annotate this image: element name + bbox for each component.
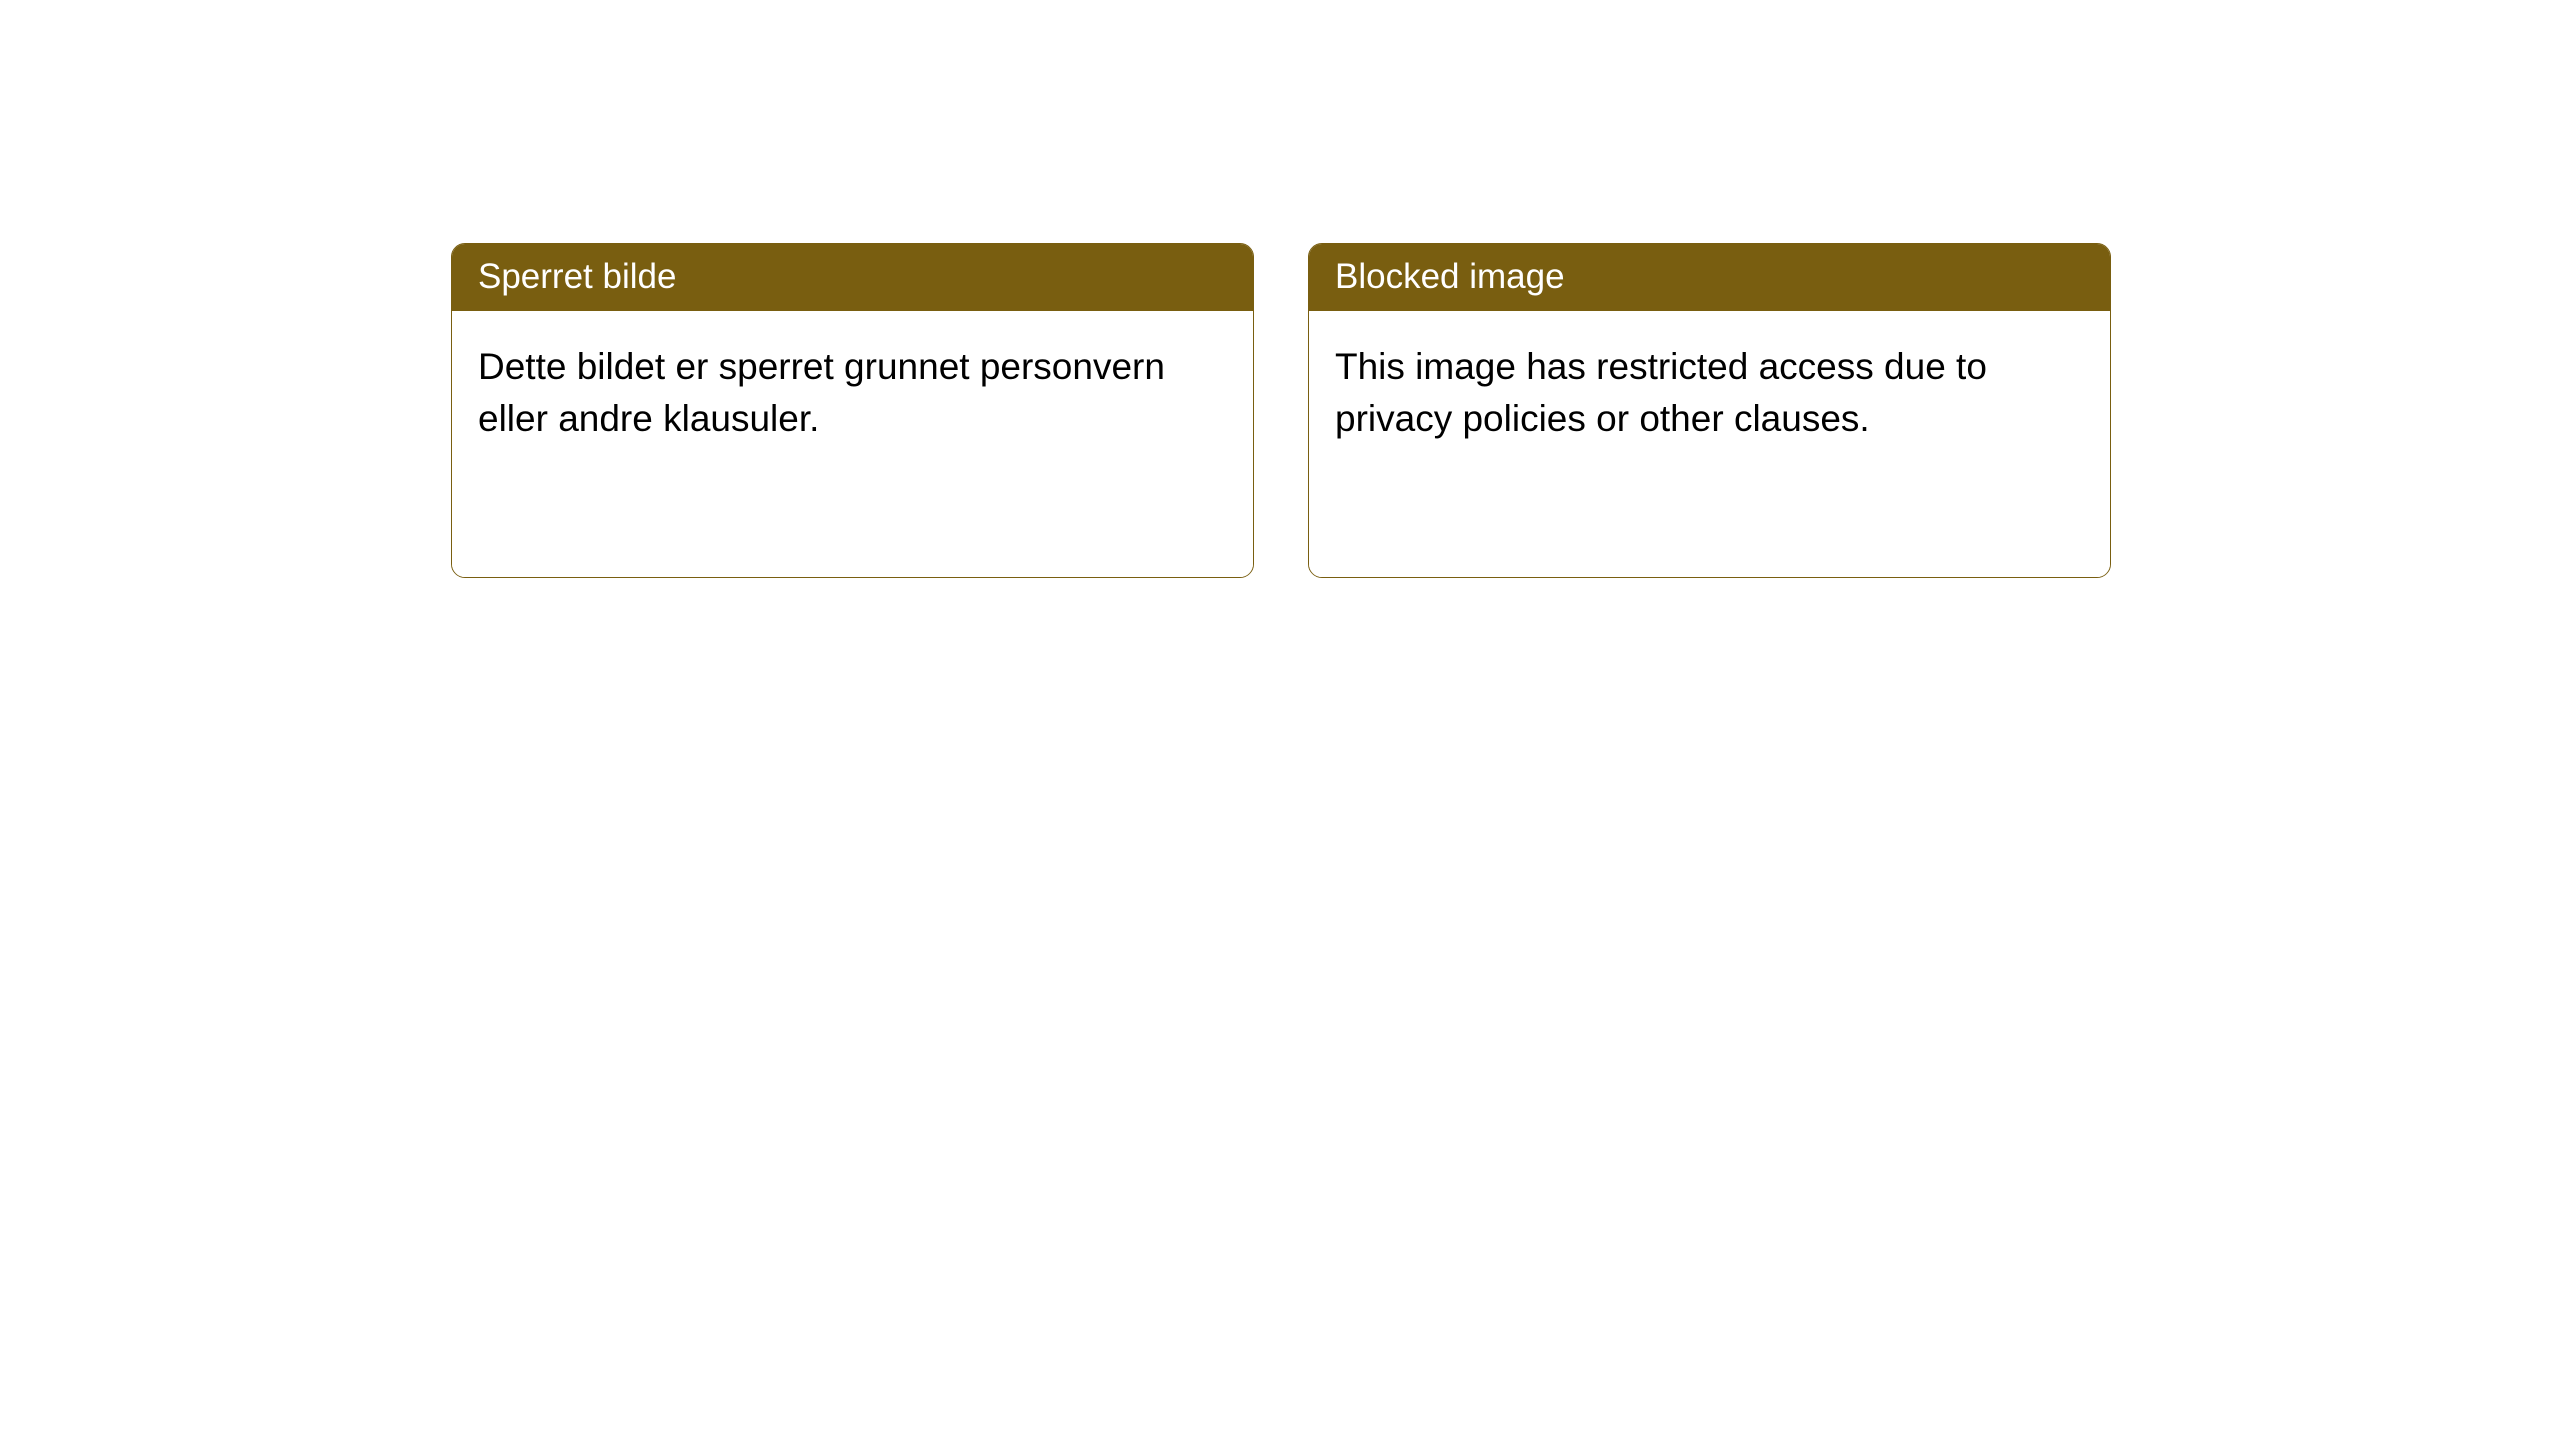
notice-body: Dette bildet er sperret grunnet personve… xyxy=(452,311,1253,577)
notice-body: This image has restricted access due to … xyxy=(1309,311,2110,577)
notice-header-text: Blocked image xyxy=(1335,257,1565,296)
notice-body-text: Dette bildet er sperret grunnet personve… xyxy=(478,346,1165,439)
notice-header: Blocked image xyxy=(1309,244,2110,311)
notice-header: Sperret bilde xyxy=(452,244,1253,311)
notice-card-english: Blocked image This image has restricted … xyxy=(1308,243,2111,578)
notice-header-text: Sperret bilde xyxy=(478,257,676,296)
notice-card-norwegian: Sperret bilde Dette bildet er sperret gr… xyxy=(451,243,1254,578)
notice-cards-container: Sperret bilde Dette bildet er sperret gr… xyxy=(451,243,2111,578)
notice-body-text: This image has restricted access due to … xyxy=(1335,346,1987,439)
